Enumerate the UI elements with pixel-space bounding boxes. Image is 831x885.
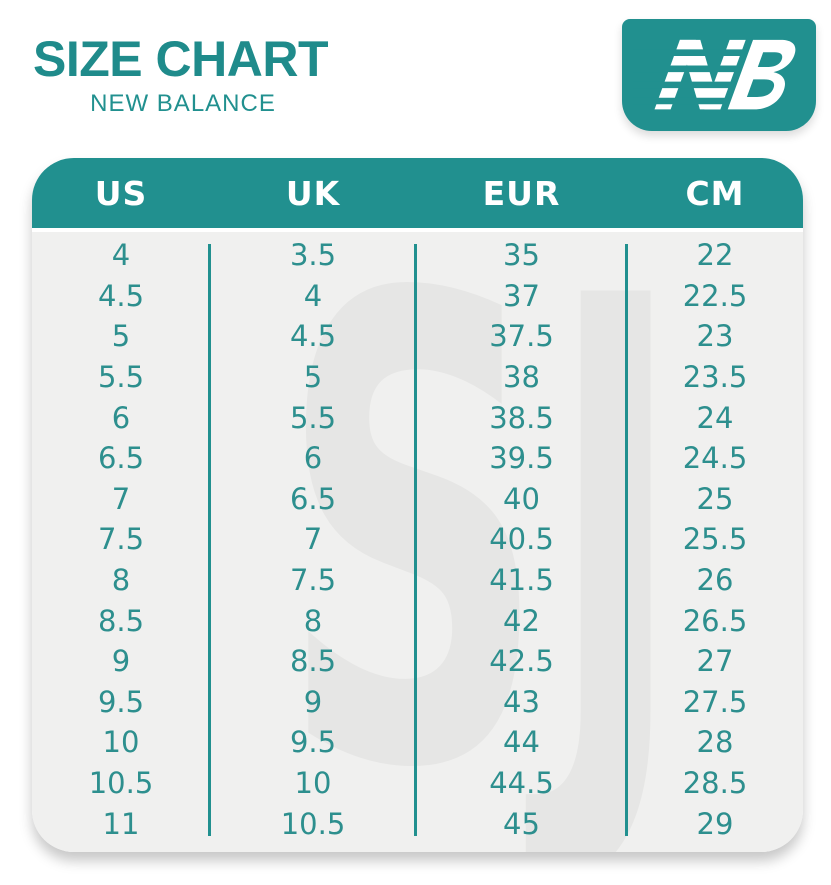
watermark-text: SJ [279, 232, 684, 852]
column-header: US [94, 173, 148, 213]
size-cell: 9 [303, 684, 323, 719]
size-cell: 38.5 [489, 400, 554, 435]
size-cell: 6 [303, 441, 323, 476]
column-divider [414, 244, 417, 836]
size-cell: 42 [503, 603, 540, 638]
table-row: 6 5.5 38.5 24 [32, 397, 803, 438]
size-cell: 28 [696, 725, 734, 760]
size-cell: 26.5 [682, 603, 748, 638]
table-row: 5 4.5 37.5 23 [32, 316, 803, 357]
size-cell: 8 [303, 603, 323, 638]
size-cell: 6.5 [97, 441, 145, 476]
size-cell: 5.5 [97, 360, 145, 395]
size-cell: 8 [111, 563, 131, 598]
table-row: 5.5 5 38 23.5 [32, 357, 803, 398]
size-cell: 10 [294, 766, 332, 801]
new-balance-logo-badge [622, 19, 816, 131]
table-row: 6.5 6 39.5 24.5 [32, 438, 803, 479]
size-cell: 7.5 [97, 522, 145, 557]
size-cell: 9 [111, 644, 131, 679]
table-row: 4.5 4 37 22.5 [32, 276, 803, 317]
table-row: 10 9.5 44 28 [32, 722, 803, 763]
size-cell: 25 [696, 481, 734, 516]
size-cell: 5 [111, 319, 131, 354]
table-row: 10.5 10 44.5 28.5 [32, 763, 803, 804]
table-row: 4 3.5 35 22 [32, 235, 803, 276]
size-cell: 35 [503, 238, 540, 273]
size-cell: 24.5 [682, 441, 748, 476]
size-cell: 6.5 [289, 481, 337, 516]
table-row: 9.5 9 43 27.5 [32, 682, 803, 723]
page-title: SIZE CHART [33, 31, 329, 87]
table-row: 11 10.5 45 29 [32, 803, 803, 844]
table-body: SJ 4 3.5 35 22 4.5 4 37 22.5 5 4.5 37.5 23 5.5 5 38 23.… [32, 232, 803, 852]
size-cell: 10 [102, 725, 140, 760]
table-row: 7 6.5 40 25 [32, 479, 803, 520]
size-cell: 10.5 [88, 766, 154, 801]
table-row: 9 8.5 42.5 27 [32, 641, 803, 682]
size-cell: 5 [303, 360, 323, 395]
size-cell: 7 [303, 522, 323, 557]
size-chart-table: US UK EUR CM SJ 4 3.5 35 22 4.5 4 37 22.5 5 4.5 37.5 2… [32, 158, 803, 852]
size-cell: 4 [111, 238, 131, 273]
column-header: EUR [482, 173, 561, 213]
size-cell: 22.5 [682, 278, 748, 313]
size-cell: 11 [102, 806, 140, 841]
size-cell: 4.5 [97, 278, 145, 313]
size-cell: 27.5 [682, 684, 748, 719]
size-cell: 3.5 [289, 238, 337, 273]
watermark-letters: SJ [279, 232, 684, 852]
size-cell: 22 [696, 238, 734, 273]
column-header: CM [685, 173, 745, 213]
size-cell: 23.5 [682, 360, 748, 395]
size-cell: 6 [111, 400, 131, 435]
page-subtitle: NEW BALANCE [90, 90, 276, 117]
table-rows: 4 3.5 35 22 4.5 4 37 22.5 5 4.5 37.5 23 5.5 5 38 23.5 6 5… [32, 232, 803, 844]
column-divider [625, 244, 628, 836]
size-cell: 29 [696, 806, 734, 841]
new-balance-nb-icon [633, 39, 796, 110]
size-cell: 39.5 [489, 441, 554, 476]
size-cell: 37 [503, 278, 540, 313]
size-cell: 37.5 [489, 319, 554, 354]
size-cell: 27 [696, 644, 734, 679]
size-cell: 8.5 [97, 603, 145, 638]
size-cell: 23 [696, 319, 734, 354]
size-cell: 43 [503, 684, 540, 719]
size-cell: 5.5 [289, 400, 337, 435]
size-cell: 40 [503, 481, 540, 516]
size-cell: 25.5 [682, 522, 748, 557]
size-cell: 28.5 [682, 766, 748, 801]
table-row: 7.5 7 40.5 25.5 [32, 519, 803, 560]
size-cell: 24 [696, 400, 734, 435]
size-cell: 10.5 [280, 806, 346, 841]
column-divider [208, 244, 211, 836]
size-cell: 44 [503, 725, 540, 760]
column-header: UK [285, 173, 341, 213]
table-row: 8 7.5 41.5 26 [32, 560, 803, 601]
size-cell: 9.5 [289, 725, 337, 760]
size-cell: 40.5 [489, 522, 554, 557]
size-cell: 45 [503, 806, 540, 841]
size-cell: 7.5 [289, 563, 337, 598]
title-block: SIZE CHART NEW BALANCE [33, 34, 333, 118]
table-header-row: US UK EUR CM [32, 158, 803, 228]
size-cell: 44.5 [489, 766, 554, 801]
size-cell: 9.5 [97, 684, 145, 719]
size-cell: 42.5 [489, 644, 554, 679]
size-cell: 7 [111, 481, 131, 516]
size-cell: 26 [696, 563, 734, 598]
size-cell: 4 [303, 278, 323, 313]
table-row: 8.5 8 42 26.5 [32, 600, 803, 641]
size-cell: 4.5 [289, 319, 337, 354]
size-cell: 8.5 [289, 644, 337, 679]
size-cell: 41.5 [489, 563, 554, 598]
size-cell: 38 [503, 360, 540, 395]
